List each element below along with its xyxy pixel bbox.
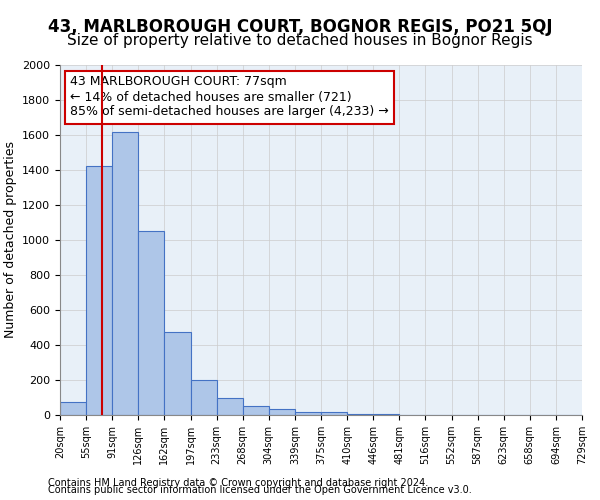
Bar	[373, 414, 400, 415]
Bar	[217, 398, 243, 415]
Bar	[243, 406, 269, 415]
Bar	[60, 402, 86, 415]
Bar	[321, 412, 347, 415]
Text: Contains HM Land Registry data © Crown copyright and database right 2024.: Contains HM Land Registry data © Crown c…	[48, 478, 428, 488]
Text: Size of property relative to detached houses in Bognor Regis: Size of property relative to detached ho…	[67, 32, 533, 48]
Text: 43 MARLBOROUGH COURT: 77sqm
← 14% of detached houses are smaller (721)
85% of se: 43 MARLBOROUGH COURT: 77sqm ← 14% of det…	[70, 76, 389, 118]
Bar	[86, 166, 112, 415]
Text: Contains public sector information licensed under the Open Government Licence v3: Contains public sector information licen…	[48, 485, 472, 495]
Bar	[112, 132, 139, 415]
Bar	[191, 380, 217, 415]
Bar	[295, 412, 321, 415]
Bar	[347, 414, 373, 415]
Bar	[269, 409, 295, 415]
Bar	[139, 231, 164, 415]
Y-axis label: Number of detached properties: Number of detached properties	[4, 142, 17, 338]
Text: 43, MARLBOROUGH COURT, BOGNOR REGIS, PO21 5QJ: 43, MARLBOROUGH COURT, BOGNOR REGIS, PO2…	[48, 18, 552, 36]
Bar	[164, 332, 191, 415]
